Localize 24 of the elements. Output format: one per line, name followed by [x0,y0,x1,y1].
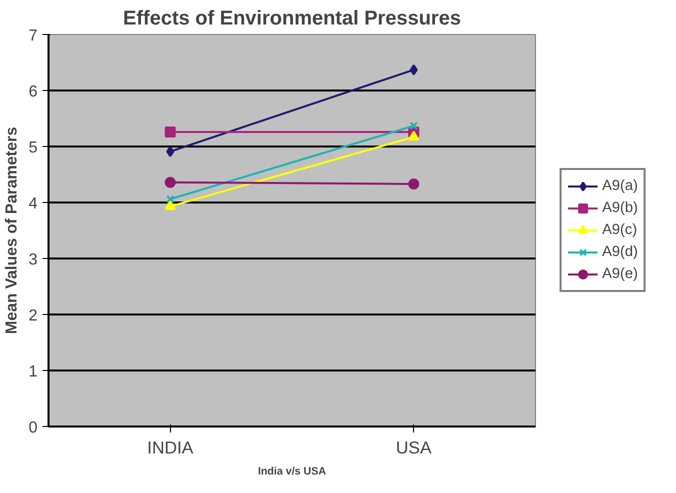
y-tick-label: 0 [28,420,38,436]
legend-label: A9(c) [602,222,638,238]
legend-label: A9(b) [602,200,638,216]
point [166,146,174,158]
x-tick-label: INDIA [147,438,194,458]
y-tick-label: 4 [28,196,38,212]
y-tick-label: 3 [28,252,38,268]
point [164,126,176,138]
point [408,178,420,190]
x-axis-title: India v/s USA [258,466,326,478]
y-tick-label: 6 [28,84,38,100]
point [410,64,418,76]
y-tick-label: 1 [28,364,38,380]
y-tick-label: 2 [28,308,38,324]
chart-title: Effects of Environmental Pressures [123,8,461,30]
legend-label: A9(a) [602,178,638,194]
point [410,122,418,130]
legend-label: A9(e) [602,266,638,282]
x-tick-label: USA [396,438,432,458]
y-tick-label: 5 [28,140,38,156]
legend-label: A9(d) [602,244,638,260]
y-tick-label: 7 [28,28,38,44]
y-axis-title: Mean Values of Parameters [4,126,21,334]
point [164,176,176,188]
